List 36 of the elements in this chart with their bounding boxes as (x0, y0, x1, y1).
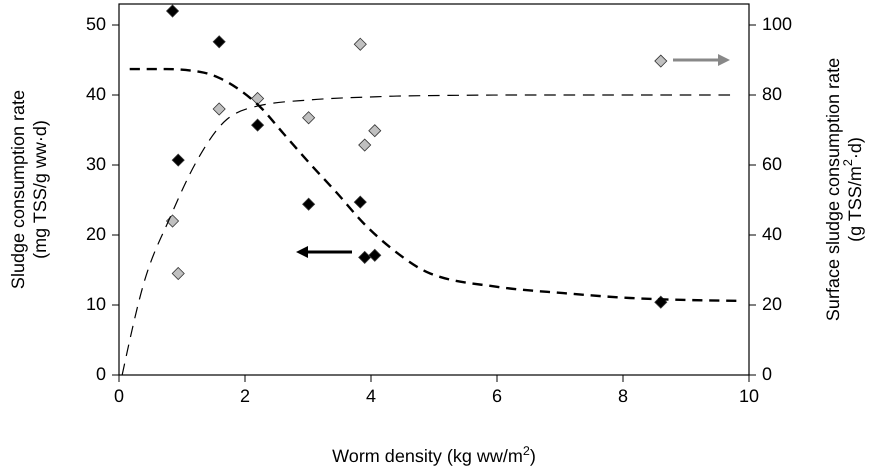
point (172, 154, 185, 166)
point (166, 4, 179, 18)
y-tick-label: 50 (86, 14, 106, 34)
y2-tick-label: 80 (762, 84, 782, 104)
y-tick-label: 20 (86, 224, 106, 244)
y2-tick-label: 60 (762, 154, 782, 174)
x-tick-label: 2 (240, 386, 250, 406)
point (358, 138, 372, 152)
point (654, 54, 668, 68)
y-tick-label: 30 (86, 154, 106, 174)
y2-tick-label: 100 (762, 14, 792, 34)
x-tick-label: 10 (738, 386, 760, 406)
x-tick-label: 6 (492, 386, 502, 406)
y2-tick-label: 0 (762, 364, 772, 384)
point (358, 251, 372, 264)
y2-tick-label: 20 (762, 294, 782, 314)
y-axis-title: Sludge consumption rate (mg TSS/g ww·d) (8, 90, 50, 290)
point (302, 111, 316, 124)
point (302, 198, 316, 211)
y-tick-label: 0 (96, 364, 106, 384)
point (251, 92, 264, 105)
point (354, 196, 367, 208)
point (368, 124, 382, 138)
point (251, 118, 264, 132)
y-tick-label: 40 (86, 84, 106, 104)
y-tick-label: 10 (86, 294, 106, 314)
point (368, 248, 382, 262)
x-axis-title: Worm density (kg ww/m$^{2}$) (332, 444, 536, 466)
y2-tick-label: 40 (762, 224, 782, 244)
point (212, 35, 226, 48)
x-tick-label: 8 (618, 386, 628, 406)
x-tick-label: 0 (114, 386, 124, 406)
x-tick-label: 4 (366, 386, 376, 406)
point (354, 38, 367, 51)
point (212, 102, 226, 116)
point (172, 267, 185, 280)
